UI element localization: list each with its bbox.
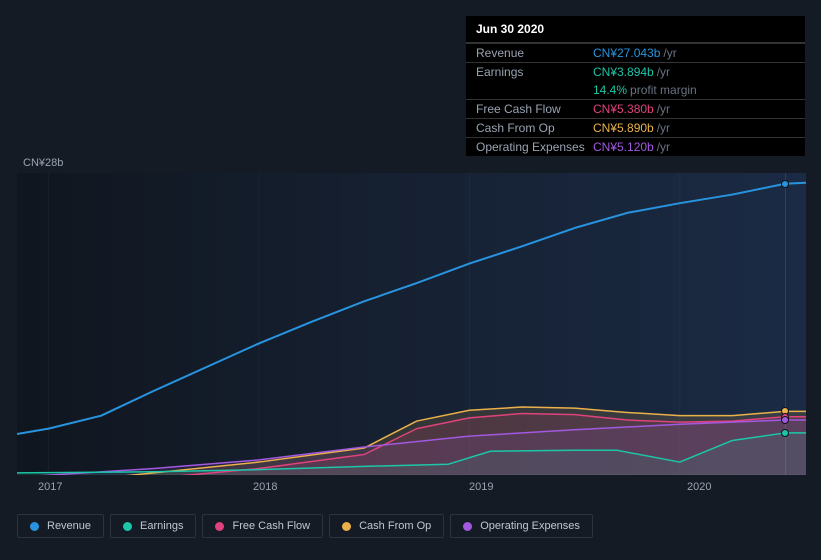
tooltip-label: Free Cash Flow — [476, 102, 593, 116]
tooltip-row: RevenueCN¥27.043b/yr — [466, 43, 805, 62]
tooltip-label: Cash From Op — [476, 121, 593, 135]
tooltip-suffix: profit margin — [630, 83, 697, 97]
chart-tooltip: Jun 30 2020 RevenueCN¥27.043b/yrEarnings… — [466, 16, 805, 156]
chart-plot-area[interactable] — [17, 173, 806, 475]
tooltip-label: Operating Expenses — [476, 140, 593, 154]
legend-item[interactable]: Operating Expenses — [450, 514, 593, 538]
legend-swatch-icon — [123, 522, 132, 531]
legend-label: Free Cash Flow — [232, 520, 310, 532]
financials-chart: Jun 30 2020 RevenueCN¥27.043b/yrEarnings… — [0, 0, 821, 560]
tooltip-row: Operating ExpensesCN¥5.120b/yr — [466, 137, 805, 156]
tooltip-row: EarningsCN¥3.894b/yr — [466, 62, 805, 81]
series-marker — [781, 416, 789, 424]
tooltip-row: 14.4%profit margin — [466, 81, 805, 99]
legend-item[interactable]: Revenue — [17, 514, 104, 538]
chart-legend: Revenue Earnings Free Cash Flow Cash From O… — [17, 514, 593, 538]
tooltip-suffix: /yr — [657, 102, 670, 116]
tooltip-value: CN¥5.120b — [593, 140, 654, 154]
legend-label: Cash From Op — [359, 520, 431, 532]
legend-label: Revenue — [47, 520, 91, 532]
tooltip-value: CN¥27.043b — [593, 46, 660, 60]
legend-label: Operating Expenses — [480, 520, 580, 532]
legend-item[interactable]: Earnings — [110, 514, 196, 538]
tooltip-date: Jun 30 2020 — [466, 16, 805, 43]
tooltip-value: CN¥5.380b — [593, 102, 654, 116]
x-axis-label: 2018 — [253, 481, 277, 493]
tooltip-label: Revenue — [476, 46, 593, 60]
series-marker — [781, 429, 789, 437]
tooltip-suffix: /yr — [663, 46, 676, 60]
tooltip-suffix: /yr — [657, 140, 670, 154]
tooltip-value: 14.4% — [593, 83, 627, 97]
tooltip-suffix: /yr — [657, 121, 670, 135]
x-axis-label: 2017 — [38, 481, 62, 493]
x-axis-label: 2019 — [469, 481, 493, 493]
legend-swatch-icon — [342, 522, 351, 531]
tooltip-row: Cash From OpCN¥5.890b/yr — [466, 118, 805, 137]
tooltip-suffix: /yr — [657, 65, 670, 79]
legend-item[interactable]: Cash From Op — [329, 514, 444, 538]
tooltip-label: Earnings — [476, 65, 593, 79]
legend-swatch-icon — [215, 522, 224, 531]
legend-swatch-icon — [463, 522, 472, 531]
legend-swatch-icon — [30, 522, 39, 531]
tooltip-value: CN¥3.894b — [593, 65, 654, 79]
tooltip-row: Free Cash FlowCN¥5.380b/yr — [466, 99, 805, 118]
series-marker — [781, 180, 789, 188]
y-axis-label: CN¥28b — [23, 157, 63, 169]
x-axis-label: 2020 — [687, 481, 711, 493]
tooltip-value: CN¥5.890b — [593, 121, 654, 135]
legend-label: Earnings — [140, 520, 183, 532]
legend-item[interactable]: Free Cash Flow — [202, 514, 323, 538]
